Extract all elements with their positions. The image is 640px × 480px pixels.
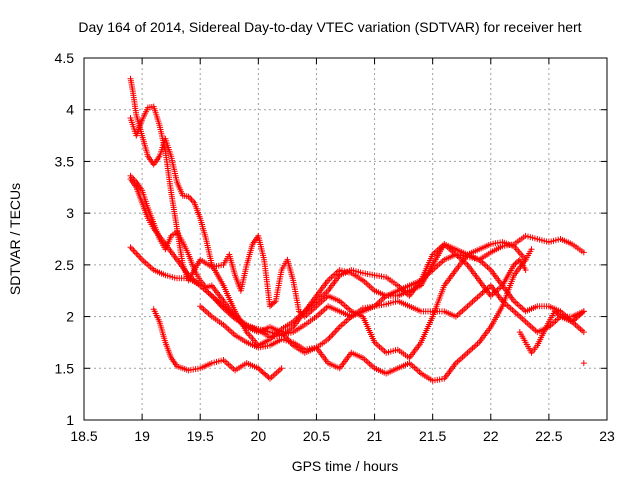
x-tick-label: 23 <box>599 428 615 444</box>
x-tick-label: 19 <box>134 428 150 444</box>
y-tick-label: 3.5 <box>55 153 75 169</box>
series-track-2 <box>127 103 529 361</box>
x-tick-label: 22 <box>483 428 499 444</box>
series-markers <box>580 360 587 367</box>
y-tick-label: 1 <box>66 412 74 428</box>
x-tick-label: 18.5 <box>70 428 97 444</box>
series-markers <box>127 75 587 349</box>
axis-ticks <box>83 57 608 421</box>
data-points <box>127 75 587 384</box>
series-markers <box>127 103 529 361</box>
y-tick-label: 1.5 <box>55 360 75 376</box>
x-tick-label: 22.5 <box>535 428 562 444</box>
series-track-7 <box>197 282 587 353</box>
y-tick-label: 3 <box>66 205 74 221</box>
x-axis-label: GPS time / hours <box>292 458 399 474</box>
plot-frame <box>83 57 608 421</box>
x-tick-labels: 18.5 19 19.5 20 20.5 21 21.5 22 22.5 23 <box>70 428 615 444</box>
y-tick-label: 2.5 <box>55 257 75 273</box>
series-track-6 <box>150 306 285 382</box>
x-tick-label: 21.5 <box>419 428 446 444</box>
y-tick-label: 4.5 <box>55 50 75 66</box>
y-axis-label: SDTVAR / TECUs <box>7 183 23 295</box>
series-track-1 <box>127 75 587 349</box>
series-track-9 <box>580 360 587 367</box>
y-tick-label: 2 <box>66 309 74 325</box>
x-tick-label: 21 <box>367 428 383 444</box>
series-markers <box>150 306 285 382</box>
chart-title: Day 164 of 2014, Sidereal Day-to-day VTE… <box>78 19 581 35</box>
series-markers <box>516 308 587 356</box>
series-track-8 <box>516 308 587 356</box>
series-markers <box>197 282 587 353</box>
y-tick-label: 4 <box>66 102 74 118</box>
x-tick-label: 20.5 <box>303 428 330 444</box>
y-tick-labels: 1 1.5 2 2.5 3 3.5 4 4.5 <box>55 50 75 428</box>
x-tick-label: 20 <box>251 428 267 444</box>
x-tick-label: 19.5 <box>187 428 214 444</box>
